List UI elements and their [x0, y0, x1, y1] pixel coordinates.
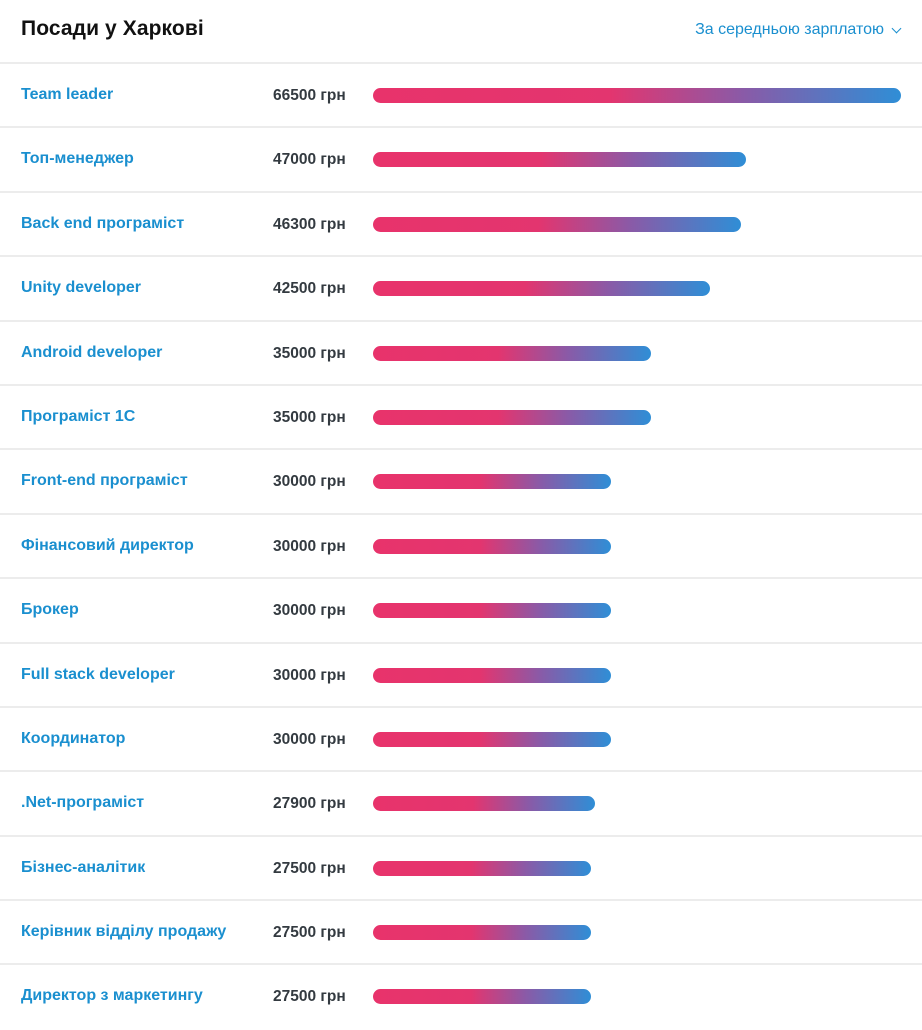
job-title-link[interactable]: Програміст 1С — [21, 407, 136, 425]
salary-bar-track — [373, 603, 901, 619]
salary-bar — [373, 409, 651, 425]
salary-value: 27500 грн — [273, 988, 346, 1006]
salary-bar — [373, 281, 710, 297]
salary-bar-track — [373, 345, 901, 361]
job-title-link[interactable]: Брокер — [21, 601, 79, 619]
sort-dropdown-label[interactable]: За середньою зарплатою — [695, 21, 884, 38]
salary-bar — [373, 603, 611, 619]
salary-bar — [373, 925, 591, 941]
job-row: Android developer 35000 грн — [0, 322, 922, 386]
salary-bar-track — [373, 667, 901, 683]
salary-bar-track — [373, 860, 901, 876]
job-title-link[interactable]: Координатор — [21, 729, 126, 747]
salary-value: 66500 грн — [273, 87, 346, 104]
salary-bar — [373, 152, 746, 168]
salary-value: 30000 грн — [273, 473, 346, 491]
job-title-link[interactable]: Бізнес-аналітик — [21, 858, 146, 876]
salary-bar-track — [373, 474, 901, 490]
salary-value: 30000 грн — [273, 602, 346, 620]
salary-bar — [373, 216, 741, 232]
job-title-link[interactable]: .Net-програміст — [21, 794, 145, 812]
salary-bar — [373, 989, 591, 1005]
salary-bar-track — [373, 216, 901, 232]
job-title-link[interactable]: Team leader — [21, 86, 114, 103]
salary-value: 35000 грн — [273, 408, 346, 426]
job-title-link[interactable]: Android developer — [21, 343, 163, 361]
salary-bar-track — [373, 989, 901, 1005]
job-title-link[interactable]: Unity developer — [21, 279, 142, 297]
job-title-link[interactable]: Фінансовий директор — [21, 536, 194, 554]
salary-value: 46300 грн — [273, 215, 346, 233]
salary-bar-track — [373, 796, 901, 812]
salary-value: 42500 грн — [273, 280, 346, 298]
job-row: Топ-менеджер 47000 грн — [0, 128, 922, 193]
salary-bar-track — [373, 731, 901, 747]
job-title-link[interactable]: Full stack developer — [21, 665, 175, 683]
job-title-link[interactable]: Директор з маркетингу — [21, 987, 203, 1005]
salary-bar — [373, 731, 611, 747]
job-row: Брокер 30000 грн — [0, 579, 922, 644]
salary-value: 30000 грн — [273, 730, 346, 748]
job-list: Team leader 66500 грн Топ-менеджер 47000… — [0, 64, 922, 1030]
job-row: Full stack developer 30000 грн — [0, 644, 922, 708]
salary-bar-track — [373, 925, 901, 941]
sort-dropdown[interactable]: За середньою зарплатою — [695, 21, 902, 39]
job-row: Координатор 30000 грн — [0, 708, 922, 773]
salary-value: 30000 грн — [273, 537, 346, 555]
chevron-down-icon[interactable] — [891, 23, 902, 33]
salary-value: 27500 грн — [273, 859, 346, 877]
salary-bar — [373, 796, 595, 812]
job-row: Програміст 1С 35000 грн — [0, 386, 922, 451]
job-row: Unity developer 42500 грн — [0, 257, 922, 322]
job-title-link[interactable]: Керівник відділу продажу — [21, 923, 227, 941]
salary-value: 30000 грн — [273, 666, 346, 684]
salary-bar-track — [373, 88, 901, 103]
job-title-link[interactable]: Back end програміст — [21, 214, 185, 232]
page-header: Посади у Харкові За середньою зарплатою — [0, 0, 922, 64]
job-title-link[interactable]: Топ-менеджер — [21, 150, 134, 168]
job-row: Директор з маркетингу 27500 грн — [0, 965, 922, 1029]
salary-value: 47000 грн — [273, 151, 346, 169]
salary-bar — [373, 345, 651, 361]
job-row: Бізнес-аналітик 27500 грн — [0, 837, 922, 902]
salary-bar — [373, 667, 611, 683]
salary-bar-track — [373, 409, 901, 425]
salary-value: 27900 грн — [273, 795, 346, 813]
job-row: Front-end програміст 30000 грн — [0, 450, 922, 515]
salary-bar-track — [373, 281, 901, 297]
page-title: Посади у Харкові — [21, 17, 204, 40]
salary-bar — [373, 860, 591, 876]
salary-bar-track — [373, 538, 901, 554]
job-row: Фінансовий директор 30000 грн — [0, 515, 922, 580]
job-row: Team leader 66500 грн — [0, 64, 922, 129]
salary-value: 35000 грн — [273, 344, 346, 362]
salary-bar — [373, 474, 611, 490]
salary-bar-track — [373, 152, 901, 168]
salary-bar — [373, 88, 901, 103]
job-row: Back end програміст 46300 грн — [0, 193, 922, 258]
job-row: Керівник відділу продажу 27500 грн — [0, 901, 922, 966]
salary-bar — [373, 538, 611, 554]
job-row: .Net-програміст 27900 грн — [0, 772, 922, 837]
salary-value: 27500 грн — [273, 924, 346, 942]
job-title-link[interactable]: Front-end програміст — [21, 472, 188, 490]
